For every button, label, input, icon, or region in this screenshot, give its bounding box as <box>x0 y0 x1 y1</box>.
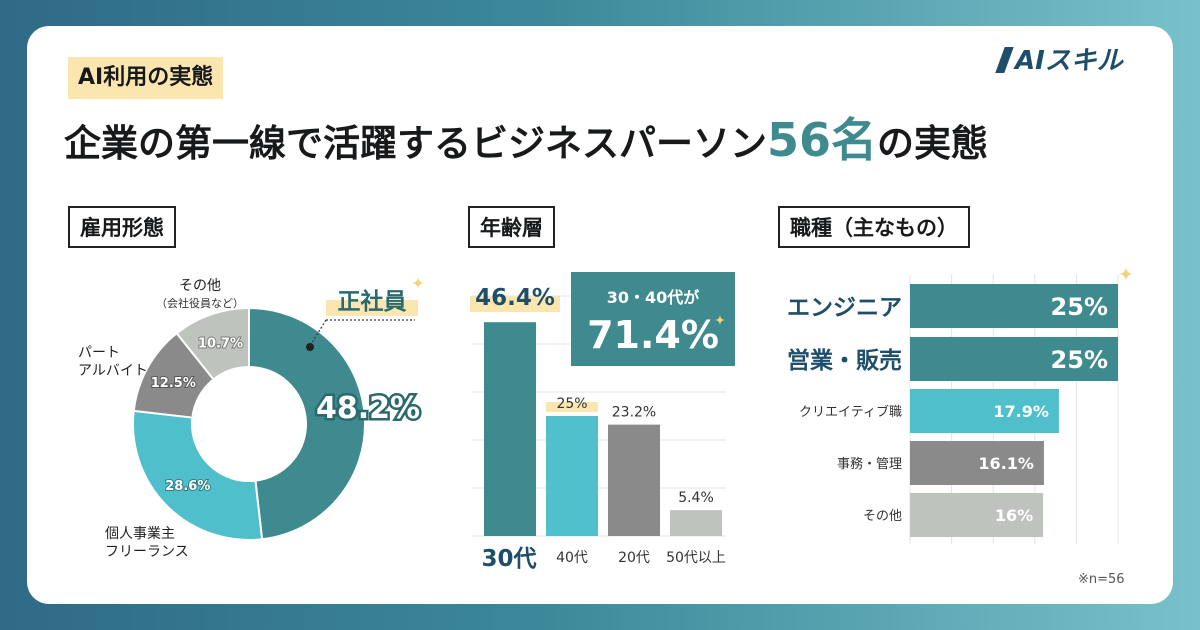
donut-sublabel-other: （会社役員など） <box>156 296 244 310</box>
donut-label-freelance: フリーランス <box>105 544 189 560</box>
job-value-creative: 17.9% <box>993 402 1049 421</box>
job-cat-sales: 営業・販売 <box>787 347 902 374</box>
job-cat-office: 事務・管理 <box>837 457 902 472</box>
age-callout-box <box>571 272 735 366</box>
age-bar-40s <box>546 416 598 536</box>
job-bar-engineer <box>910 284 1118 328</box>
job-cat-other: その他 <box>863 509 902 524</box>
title-accent: 56名 <box>767 113 878 167</box>
sparkle-icon <box>1118 266 1134 282</box>
page-title: 企業の第一線で活躍するビジネスパーソン56名の実態 <box>64 108 988 172</box>
donut-label-other: その他 <box>179 278 221 294</box>
section-tag: AI利用の実態 <box>68 57 224 99</box>
age-value-30s: 46.4% <box>475 285 555 311</box>
donut-value-part-time: 12.5% <box>151 376 196 391</box>
sparkle-icon <box>411 276 425 290</box>
regular-label-highlight <box>326 300 418 316</box>
brand-logo: AIスキル <box>995 40 1123 80</box>
age-cat-50plus: 50代以上 <box>666 550 726 566</box>
job-bar-office <box>910 441 1044 485</box>
regular-leader-dot <box>306 343 314 351</box>
age-cat-40s: 40代 <box>556 550 588 566</box>
job-value-office: 16.1% <box>978 454 1034 473</box>
regular-leader-line <box>309 319 327 347</box>
sparkle-icon <box>714 314 726 326</box>
job-label: 職種（主なもの） <box>778 206 970 248</box>
job-bar-sales <box>910 337 1118 381</box>
age-cat-30s: 30代 <box>481 546 536 572</box>
job-value-engineer: 25% <box>1051 293 1108 321</box>
job-value-sales: 25% <box>1051 346 1108 374</box>
donut-value-other: 10.7% <box>198 336 243 351</box>
title-main: 企業の第一線で活躍するビジネスパーソン <box>64 122 767 165</box>
employment-label: 雇用形態 <box>68 206 176 248</box>
donut-slice-other <box>175 306 250 381</box>
title-suffix: の実態 <box>877 122 989 165</box>
age-callout-text: 30・40代が <box>607 288 700 307</box>
age-callout-value: 71.4% <box>587 313 719 357</box>
age-bar-50plus <box>670 510 722 536</box>
job-bar-creative <box>910 389 1059 433</box>
donut-label-regular: 正社員 <box>338 288 407 315</box>
age-40s-highlight <box>546 402 598 412</box>
donut-slice-freelance <box>132 409 264 541</box>
job-cat-creative: クリエイティブ職 <box>799 404 902 420</box>
logo-text: AIスキル <box>1015 46 1123 76</box>
donut-slice-regular <box>248 306 366 541</box>
age-bar-30s <box>484 322 536 536</box>
job-bar-chart: 25% エンジニア 25% 営業・販売 17.9% クリエイティブ職 16.1% 事務・管理 1… <box>787 266 1134 544</box>
donut-label-freelance: 個人事業主 <box>105 526 175 542</box>
age-bar-20s <box>608 424 660 536</box>
sample-size-note: ※n=56 <box>1078 572 1125 587</box>
donut-value-freelance: 28.6% <box>165 479 210 494</box>
age-label: 年齢層 <box>468 206 555 248</box>
age-cat-20s: 20代 <box>618 550 650 566</box>
job-cat-engineer: エンジニア <box>787 295 902 321</box>
age-value-40s: 25% <box>556 396 587 412</box>
job-bar-other <box>910 493 1044 537</box>
donut-label-part-time: アルバイト <box>78 363 148 379</box>
age-bar-chart: 46.4% 30代 25% 40代 23.2% 20代 5.4% 50代以上 30・40代が 71… <box>470 272 735 572</box>
age-value-20s: 23.2% <box>612 405 656 421</box>
age-value-50plus: 5.4% <box>678 490 714 506</box>
donut-label-part-time: パート <box>78 345 120 361</box>
donut-value-regular: 48.2% <box>316 391 420 426</box>
job-value-other: 16% <box>995 506 1033 525</box>
age-top-highlight <box>470 296 560 312</box>
